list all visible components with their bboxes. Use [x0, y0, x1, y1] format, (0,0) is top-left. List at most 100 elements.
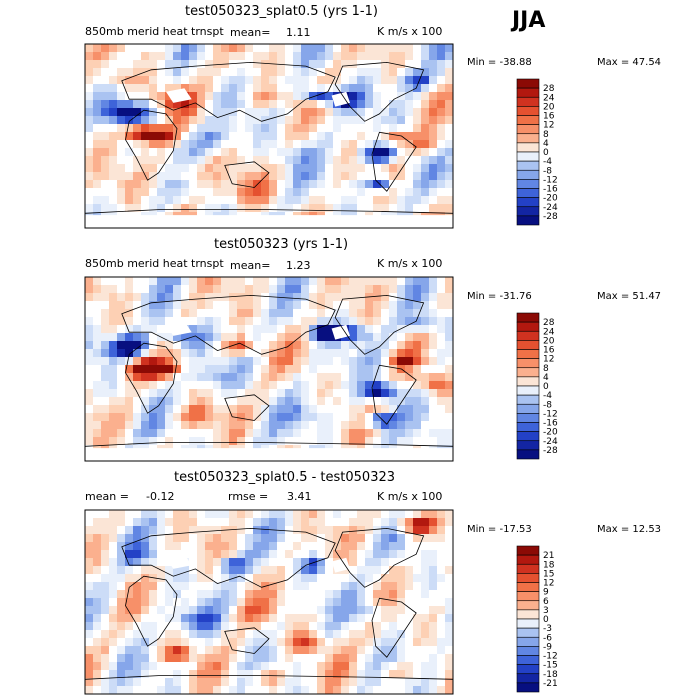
- map-cell: [245, 132, 254, 141]
- map-cell: [189, 293, 198, 302]
- map-cell: [125, 365, 134, 374]
- map-cell: [317, 92, 326, 101]
- map-cell: [189, 550, 198, 559]
- map-cell: [309, 108, 318, 117]
- map-cell: [373, 180, 382, 189]
- map-cell: [397, 180, 406, 189]
- map-cell: [437, 100, 446, 109]
- map-cell: [421, 100, 430, 109]
- map-cell: [437, 558, 446, 567]
- map-cell: [109, 148, 118, 157]
- map-cell: [125, 44, 134, 53]
- map-cell: [205, 686, 214, 694]
- map-cell: [317, 646, 326, 655]
- map-cell: [157, 558, 166, 567]
- map-cell: [93, 590, 102, 599]
- map-cell: [373, 84, 382, 93]
- map-cell: [165, 582, 174, 591]
- map-cell: [197, 678, 206, 687]
- map-cell: [213, 686, 222, 694]
- coastline: [85, 675, 453, 694]
- map-cell: [437, 76, 446, 85]
- map-cell: [237, 622, 246, 631]
- map-cell: [381, 510, 390, 519]
- map-cell: [141, 381, 150, 390]
- map-cell: [381, 92, 390, 101]
- map-cell: [301, 44, 310, 53]
- map-cell: [173, 156, 182, 165]
- map-cell: [413, 100, 422, 109]
- panel3-title: test050323_splat0.5 - test050323: [174, 470, 396, 485]
- map-cell: [109, 654, 118, 663]
- map-cell: [205, 317, 214, 326]
- map-cell: [165, 44, 174, 53]
- map-cell: [293, 180, 302, 189]
- map-cell: [237, 590, 246, 599]
- map-cell: [309, 341, 318, 350]
- map-cell: [405, 598, 414, 607]
- map-cell: [365, 590, 374, 599]
- map-cell: [261, 188, 270, 197]
- map-cell: [373, 325, 382, 334]
- map-cell: [269, 437, 278, 446]
- map-cell: [325, 622, 334, 631]
- map-cell: [285, 44, 294, 53]
- map-cell: [253, 148, 262, 157]
- map-cell: [109, 180, 118, 189]
- map-cell: [213, 164, 222, 173]
- map-cell: [421, 670, 430, 679]
- map-cell: [445, 421, 453, 430]
- map-cell: [261, 630, 270, 639]
- map-cell: [133, 188, 142, 197]
- map-cell: [253, 68, 262, 77]
- map-cell: [373, 333, 382, 342]
- map-cell: [285, 606, 294, 615]
- map-cell: [165, 357, 174, 366]
- map-cell: [85, 510, 94, 519]
- map-cell: [253, 365, 262, 374]
- map-cell: [341, 534, 350, 543]
- map-cell: [381, 542, 390, 551]
- colorbar-tick-label: -20: [543, 194, 558, 204]
- map-cell: [293, 108, 302, 117]
- map-cell: [109, 365, 118, 374]
- map-cell: [429, 670, 438, 679]
- map-cell: [237, 204, 246, 213]
- map-cell: [125, 638, 134, 647]
- map-cell: [197, 373, 206, 382]
- map-cell: [133, 148, 142, 157]
- map-cell: [85, 678, 94, 687]
- map-cell: [101, 510, 110, 519]
- map-cell: [349, 285, 358, 294]
- map-cell: [213, 317, 222, 326]
- map-cell: [197, 429, 206, 438]
- map-cell: [301, 293, 310, 302]
- map-cell: [157, 108, 166, 117]
- map-cell: [85, 590, 94, 599]
- map-cell: [365, 317, 374, 326]
- map-cell: [85, 100, 94, 109]
- map-cell: [237, 686, 246, 694]
- map-cell: [309, 373, 318, 382]
- map-cell: [109, 277, 118, 286]
- map-cell: [421, 325, 430, 334]
- map-cell: [349, 172, 358, 181]
- map-cell: [205, 180, 214, 189]
- map-cell: [117, 148, 126, 157]
- map-cell: [349, 309, 358, 318]
- map-cell: [389, 293, 398, 302]
- map-cell: [373, 518, 382, 527]
- map-cell: [381, 397, 390, 406]
- map-cell: [397, 421, 406, 430]
- map-cell: [245, 124, 254, 133]
- map-cell: [205, 365, 214, 374]
- map-cell: [237, 638, 246, 647]
- map-cell: [269, 534, 278, 543]
- map-cell: [245, 518, 254, 527]
- map-cell: [437, 317, 446, 326]
- map-cell: [333, 381, 342, 390]
- map-cell: [269, 654, 278, 663]
- map-cell: [389, 44, 398, 53]
- map-cell: [397, 397, 406, 406]
- map-cell: [429, 590, 438, 599]
